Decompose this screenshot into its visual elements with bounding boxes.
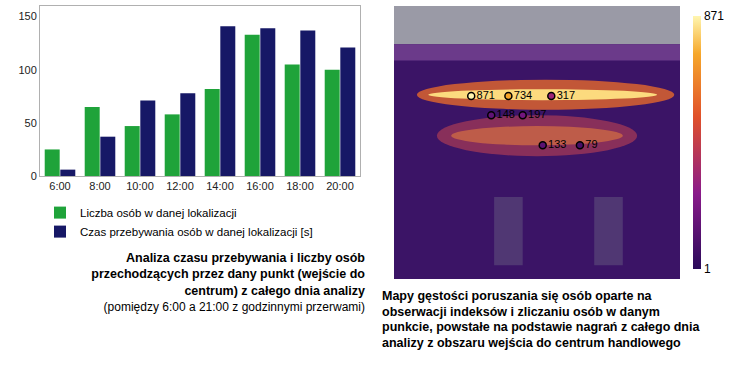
svg-text:18:00: 18:00 (286, 180, 314, 192)
svg-text:6:00: 6:00 (49, 180, 70, 192)
svg-text:871: 871 (477, 89, 495, 101)
svg-text:150: 150 (18, 10, 36, 22)
html-text:Analiza czasu przebywania i li: Analiza czasu przebywania i liczby osób … (91, 251, 365, 298)
svg-text:133: 133 (548, 138, 566, 150)
svg-text:10:00: 10:00 (126, 180, 154, 192)
svg-text:734: 734 (514, 89, 532, 101)
svg-text:871: 871 (704, 9, 724, 23)
svg-text:317: 317 (557, 89, 575, 101)
svg-text:8:00: 8:00 (89, 180, 110, 192)
svg-text:14:00: 14:00 (206, 180, 234, 192)
svg-text:12:00: 12:00 (166, 180, 194, 192)
svg-text:50: 50 (25, 117, 37, 129)
svg-text:1: 1 (704, 262, 711, 276)
svg-text:79: 79 (585, 138, 597, 150)
svg-text:16:00: 16:00 (246, 180, 274, 192)
svg-text:20:00: 20:00 (326, 180, 354, 192)
svg-text:Liczba osób w danej lokalizacj: Liczba osób w danej lokalizacji (80, 207, 237, 219)
svg-text:100: 100 (18, 64, 36, 76)
html-text:Mapy gęstości poruszania się o: Mapy gęstości poruszania się osób oparte… (382, 289, 700, 350)
svg-text:197: 197 (528, 108, 546, 120)
svg-text:Czas przebywania osób w danej: Czas przebywania osób w danej lokalizacj… (80, 226, 313, 238)
svg-text:148: 148 (497, 108, 515, 120)
svg-text:0: 0 (31, 170, 37, 182)
html-text:(pomiędzy 6:00 a 21:00 z godzi: (pomiędzy 6:00 a 21:00 z godzinnymi prze… (103, 299, 365, 314)
